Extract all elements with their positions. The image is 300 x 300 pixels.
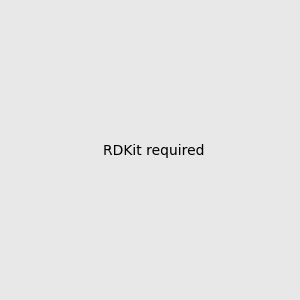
Text: RDKit required: RDKit required xyxy=(103,145,205,158)
